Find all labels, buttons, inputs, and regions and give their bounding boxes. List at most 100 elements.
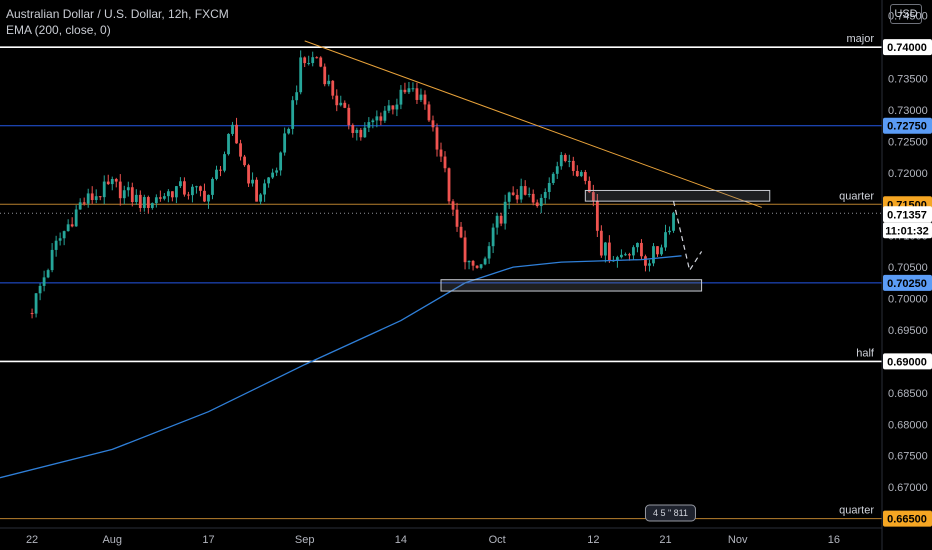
candle-body-37 <box>179 181 182 187</box>
candle-body-19 <box>106 181 110 185</box>
candle-body-75 <box>331 80 335 96</box>
candle-body-50 <box>231 124 234 134</box>
candle-body-150 <box>632 247 635 256</box>
candle-body-12 <box>78 202 82 210</box>
candle-body-65 <box>291 100 295 129</box>
candle-body-72 <box>319 57 323 67</box>
candle-body-74 <box>327 80 331 85</box>
candle-body-42 <box>199 186 202 191</box>
candle-body-135 <box>571 160 575 171</box>
y-tick-label-3: 0.73000 <box>888 105 928 117</box>
candle-body-83 <box>363 127 367 138</box>
candle-body-142 <box>599 230 603 256</box>
candle-body-116 <box>495 215 499 228</box>
candle-body-91 <box>395 104 399 110</box>
candle-body-15 <box>90 193 94 201</box>
candle-body-87 <box>379 116 383 121</box>
candle-body-16 <box>94 196 98 201</box>
candle-body-25 <box>130 187 134 202</box>
candle-body-124 <box>527 193 531 195</box>
candle-body-63 <box>283 133 287 153</box>
x-tick-label-3: Sep <box>295 534 315 546</box>
candle-body-67 <box>299 57 303 93</box>
currency-button[interactable]: USD <box>890 4 922 24</box>
candle-body-115 <box>491 227 495 247</box>
candle-body-13 <box>82 202 86 204</box>
price-tag-3-bg <box>883 274 932 291</box>
y-tick-label-0: 0.74500 <box>888 11 928 23</box>
candle-body-128 <box>543 191 547 198</box>
y-tick-label-12: 0.68500 <box>888 388 928 400</box>
candle-body-154 <box>648 263 651 266</box>
indicator-label: EMA (200, close, 0) <box>6 23 111 37</box>
candle-body-106 <box>455 209 459 227</box>
candle-body-24 <box>126 187 130 191</box>
candle-body-155 <box>652 246 655 264</box>
candle-body-159 <box>668 230 671 233</box>
candle-body-5 <box>50 249 54 271</box>
candle-body-3 <box>42 277 46 286</box>
price-tag-5: 0.66500 <box>887 514 927 526</box>
candle-body-35 <box>170 191 174 198</box>
candle-body-59 <box>267 177 271 184</box>
current-price-tag: 0.71357 <box>887 209 927 221</box>
candle-body-22 <box>118 181 122 199</box>
candle-body-79 <box>347 107 351 126</box>
candle-body-133 <box>563 154 567 162</box>
candle-body-88 <box>383 110 387 121</box>
candle-body-111 <box>475 265 479 268</box>
projection-path <box>672 200 703 272</box>
current-price-tag-bg <box>883 206 932 223</box>
candle-body-153 <box>644 256 647 266</box>
candle-body-119 <box>507 192 511 202</box>
candle-body-30 <box>150 203 154 208</box>
candle-body-36 <box>174 186 178 198</box>
ema-line-0 <box>0 255 682 479</box>
candle-body-122 <box>519 186 523 200</box>
event-badge-text: 4 5 " 811 <box>653 508 688 518</box>
candle-body-158 <box>664 232 667 248</box>
candle-body-94 <box>407 88 411 93</box>
x-tick-label-7: 21 <box>659 534 671 546</box>
price-tag-3: 0.70250 <box>887 278 927 290</box>
candle-body-53 <box>243 156 246 166</box>
candle-body-49 <box>227 133 230 155</box>
price-tag-0-bg <box>883 39 932 56</box>
candle-body-0 <box>30 313 34 315</box>
candle-body-77 <box>339 102 343 106</box>
price-tag-5-bg <box>883 510 932 527</box>
candle-body-66 <box>295 92 299 101</box>
countdown-tag: 11:01:32 <box>885 225 928 237</box>
candle-body-71 <box>315 57 319 59</box>
candle-body-64 <box>287 128 291 134</box>
candle-body-52 <box>239 143 242 157</box>
candle-body-99 <box>427 104 431 121</box>
candle-body-117 <box>499 215 503 224</box>
symbol-title: Australian Dollar / U.S. Dollar, 12h, FX… <box>6 7 229 21</box>
candle-body-68 <box>303 57 307 64</box>
chart-legend: Australian Dollar / U.S. Dollar, 12h, FX… <box>6 6 229 38</box>
candle-body-26 <box>134 194 138 202</box>
candle-body-139 <box>587 180 591 193</box>
candle-body-86 <box>375 116 379 121</box>
candle-body-11 <box>74 209 78 227</box>
candle-body-92 <box>399 89 403 105</box>
candle-body-76 <box>335 95 339 106</box>
y-tick-label-10: 0.69500 <box>888 325 928 337</box>
candles-group <box>30 50 675 319</box>
candle-body-149 <box>628 254 631 256</box>
candle-body-125 <box>531 193 535 203</box>
candle-body-110 <box>471 260 475 266</box>
candle-body-95 <box>411 88 415 90</box>
candle-body-69 <box>307 63 311 65</box>
candle-body-146 <box>615 257 619 261</box>
candle-body-47 <box>219 169 222 171</box>
price-tag-1: 0.72750 <box>887 121 927 133</box>
candle-body-82 <box>359 129 363 138</box>
price-tag-4: 0.69000 <box>887 356 927 368</box>
level-label-5: quarter <box>839 505 874 517</box>
trendline <box>304 40 762 208</box>
candle-body-54 <box>247 165 250 184</box>
candle-body-56 <box>255 179 258 202</box>
